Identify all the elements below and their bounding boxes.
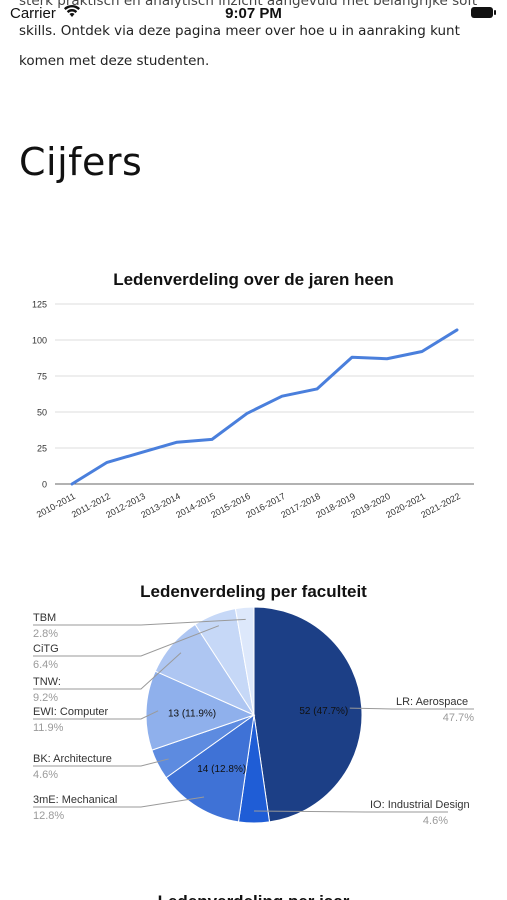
pie-chart-title: Ledenverdeling per faculteit: [140, 582, 367, 601]
pie-slice: [253, 606, 363, 823]
slice-label: CiTG: [33, 643, 59, 655]
series-line: [70, 328, 459, 486]
y-tick-label: 125: [32, 300, 47, 310]
leader-line: [253, 810, 448, 813]
line-chart: 02550751001252010-20112011-20122012-2013…: [32, 300, 474, 520]
status-bar: Carrier 9:07 PM: [0, 0, 507, 26]
y-tick-label: 0: [42, 480, 47, 490]
slice-label: IO: Industrial Design: [370, 799, 470, 811]
intro-line: skills. Ontdek via deze pagina meer over…: [19, 23, 460, 39]
slice-value-label: 14 (12.8%): [197, 764, 246, 775]
slice-percent-label: 6.4%: [33, 659, 58, 671]
slice-label: TBM: [33, 612, 56, 624]
pie-slice: [165, 713, 255, 823]
slice-label: EWI: Computer: [33, 706, 109, 718]
y-tick-label: 25: [37, 444, 47, 454]
line-chart-title: Ledenverdeling over de jaren heen: [113, 270, 394, 289]
slice-percent-label: 4.6%: [423, 815, 448, 827]
slice-label: LR: Aerospace: [396, 696, 468, 708]
y-tick-label: 75: [37, 372, 47, 382]
pie-chart: 52 (47.7%) 14 (12.8%) 13 (11.9%) LR: Aerosp…: [33, 606, 474, 827]
battery-icon: [471, 7, 496, 18]
slice-percent-label: 47.7%: [443, 712, 474, 724]
leader-line: [33, 758, 169, 767]
slice-label: BK: Architecture: [33, 753, 112, 765]
pie-slice: [234, 606, 255, 716]
y-tick-label: 100: [32, 336, 47, 346]
slice-percent-label: 4.6%: [33, 769, 58, 781]
leader-line: [33, 625, 220, 657]
slice-value-label: 52 (47.7%): [299, 706, 348, 717]
slice-label: TNW:: [33, 676, 61, 688]
leader-line: [33, 796, 205, 808]
slice-percent-label: 11.9%: [33, 722, 64, 734]
next-chart-title: Ledenverdeling per jaar: [0, 892, 507, 900]
intro-line: komen met deze studenten.: [19, 53, 210, 69]
intro-line: sterk praktisch en analytisch inzicht aa…: [19, 0, 478, 9]
slice-percent-label: 12.8%: [33, 810, 64, 822]
leader-line: [33, 710, 159, 720]
section-title: Cijfers: [19, 140, 143, 184]
slice-percent-label: 2.8%: [33, 628, 58, 640]
slice-value-label: 13 (11.9%): [168, 708, 216, 719]
slice-percent-label: 9.2%: [33, 692, 58, 704]
wifi-icon: [63, 4, 81, 22]
y-tick-label: 50: [37, 408, 47, 418]
leader-line: [33, 618, 246, 626]
slice-label: 3mE: Mechanical: [33, 794, 117, 806]
leader-line: [349, 707, 474, 710]
intro-paragraph: sterk praktisch en analytisch inzicht aa…: [19, 0, 489, 76]
x-tick-label: 2021-2022: [419, 491, 462, 520]
pie-slice: [145, 670, 256, 751]
clock: 9:07 PM: [225, 5, 282, 22]
leader-line: [33, 652, 182, 690]
carrier-label: Carrier: [10, 5, 56, 22]
x-tick-label: 2010-2011: [35, 491, 77, 520]
